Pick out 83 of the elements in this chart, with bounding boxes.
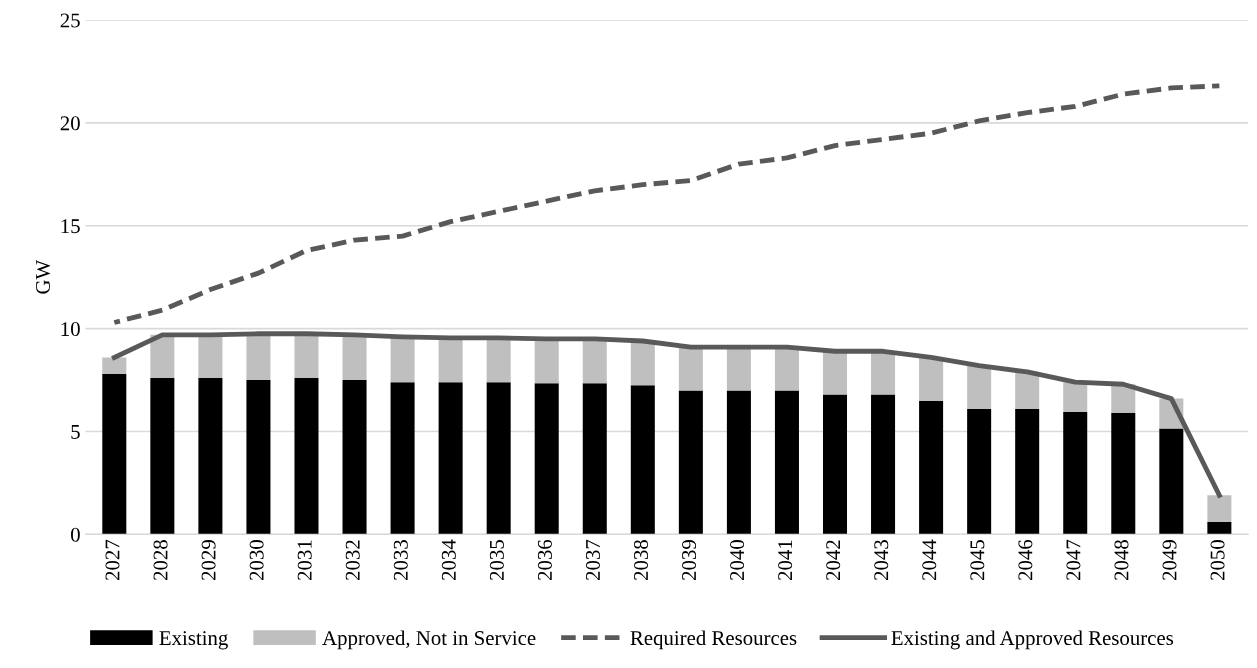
- bar: [246, 380, 271, 535]
- bar: [390, 336, 415, 383]
- x-tick-label: 2034: [441, 539, 456, 581]
- legend-label: Approved, Not in Service: [322, 630, 536, 650]
- bar: [822, 351, 848, 395]
- bar: [630, 385, 655, 535]
- bar: [774, 347, 799, 391]
- bar: [390, 382, 415, 535]
- x-tick-label: 2044: [922, 539, 937, 581]
- bar: [246, 333, 271, 381]
- y-axis-title: GW: [35, 259, 51, 294]
- bar: [678, 347, 703, 391]
- x-tick-label: 2049: [1162, 540, 1177, 581]
- x-tick-label: 2039: [682, 540, 697, 581]
- x-tick-label: 2043: [874, 540, 889, 581]
- x-tick-label: 2033: [393, 540, 408, 581]
- x-tick-label: 2035: [489, 540, 504, 581]
- x-tick-label: 2040: [730, 540, 745, 581]
- bar: [1015, 371, 1040, 409]
- y-tick-label: 25: [60, 13, 80, 28]
- bar: [294, 378, 319, 535]
- x-tick-label: 2037: [585, 539, 600, 581]
- legend-label: Required Resources: [630, 630, 797, 650]
- x-tick-label: 2032: [345, 540, 360, 581]
- bar: [102, 373, 127, 535]
- bar: [294, 333, 319, 379]
- bar: [726, 347, 751, 391]
- bar: [1159, 428, 1184, 535]
- bar: [1063, 411, 1088, 535]
- x-tick-label: 2050: [1210, 540, 1225, 581]
- bar: [150, 334, 175, 379]
- bar: [630, 341, 655, 386]
- x-tick-label: 2046: [1018, 539, 1033, 581]
- bar: [534, 383, 559, 535]
- x-tick-label: 2027: [105, 539, 120, 581]
- bar: [198, 378, 223, 535]
- bar: [726, 390, 751, 535]
- bar: [822, 394, 848, 535]
- x-tick-label: 2041: [778, 540, 793, 581]
- bar: [967, 365, 992, 409]
- bar: [342, 334, 367, 381]
- legend-label: Existing: [159, 631, 228, 650]
- x-tick-label: 2031: [297, 540, 312, 581]
- bar: [582, 383, 607, 535]
- bar: [198, 334, 223, 379]
- bar: [1063, 382, 1088, 412]
- y-tick-label: 0: [70, 527, 80, 542]
- bar: [871, 394, 896, 535]
- y-tick-label: 5: [71, 425, 80, 439]
- bar: [1015, 408, 1040, 535]
- x-tick-label: 2042: [826, 540, 841, 581]
- legend-label: Existing and Approved Resources: [891, 630, 1174, 650]
- line-series: [111, 83, 1222, 325]
- bar: [438, 382, 463, 535]
- x-tick-label: 2036: [537, 539, 552, 581]
- bar: [342, 380, 367, 535]
- x-tick-label: 2048: [1114, 540, 1129, 581]
- x-tick-label: 2047: [1066, 539, 1081, 581]
- y-tick-label: 15: [61, 219, 80, 234]
- bar: [967, 408, 992, 535]
- y-tick-label: 10: [61, 322, 80, 337]
- bar: [486, 382, 511, 535]
- x-tick-label: 2045: [970, 540, 985, 581]
- line-series: [111, 331, 1222, 498]
- x-tick-label: 2038: [633, 540, 649, 581]
- bar: [919, 357, 944, 401]
- bar: [102, 357, 127, 374]
- bar: [919, 400, 944, 535]
- bar: [150, 378, 175, 535]
- bar: [678, 390, 703, 535]
- bar: [438, 337, 463, 383]
- bar: [774, 390, 799, 535]
- bar: [1207, 522, 1232, 535]
- y-tick-label: 20: [60, 116, 80, 131]
- x-tick-label: 2030: [249, 540, 264, 581]
- bar: [1207, 495, 1232, 523]
- x-tick-label: 2029: [201, 540, 216, 581]
- bar: [534, 338, 559, 384]
- bar: [1111, 413, 1136, 535]
- bar: [582, 338, 607, 384]
- bar: [871, 351, 896, 395]
- x-tick-label: 2028: [153, 540, 168, 581]
- bar: [486, 337, 511, 383]
